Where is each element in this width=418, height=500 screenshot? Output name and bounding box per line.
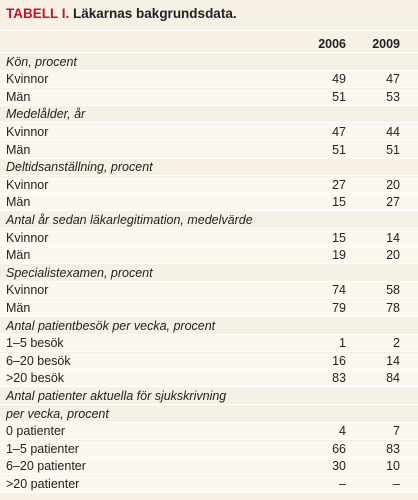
row-label: Män (6, 301, 31, 315)
data-row: 0 patienter 4 7 (0, 423, 418, 441)
cell-value: 83 (386, 441, 400, 456)
cell-value: 51 (332, 142, 346, 157)
cell-value: 66 (332, 441, 346, 456)
data-row: Män 79 78 (0, 300, 418, 317)
row-label: 1–5 patienter (6, 441, 79, 456)
cell-value: – (393, 477, 400, 491)
section-header: Antal patienter aktuella för sjukskrivni… (6, 389, 227, 403)
cell-value: 2 (393, 336, 400, 351)
data-row: Kvinnor 49 47 (0, 71, 418, 89)
row-label: Kvinnor (6, 72, 49, 87)
section-header-row: Antal patientbesök per vecka, procent (0, 318, 418, 335)
cell-value: 44 (386, 125, 400, 139)
column-header: 2009 (372, 37, 400, 51)
section-header: Kön, procent (6, 54, 77, 69)
row-label: Kvinnor (6, 230, 49, 245)
row-label: Män (6, 142, 31, 157)
row-label: >20 besök (6, 371, 65, 386)
row-label: 1–5 besök (6, 336, 64, 351)
cell-value: 7 (393, 424, 400, 439)
data-row: Män 19 20 (0, 247, 418, 265)
section-header-row: Kön, procent (0, 54, 418, 71)
cell-value: 78 (386, 301, 400, 315)
section-header: Specialistexamen, procent (6, 265, 153, 280)
section-header: Antal patientbesök per vecka, procent (6, 318, 216, 333)
cell-value: 47 (332, 125, 346, 139)
cell-value: 10 (386, 459, 400, 474)
cell-value: 4 (339, 424, 346, 439)
cell-value: 58 (386, 283, 400, 298)
data-row: Kvinnor 27 20 (0, 176, 418, 194)
row-label: Kvinnor (6, 177, 49, 192)
cell-value: 27 (386, 195, 400, 210)
section-header-row: Deltidsanställning, procent (0, 159, 418, 177)
cell-value: 51 (332, 89, 346, 104)
section-header: Medelålder, år (6, 107, 86, 122)
data-row: Män 51 51 (0, 141, 418, 159)
data-row: Kvinnor 47 44 (0, 124, 418, 141)
cell-value: 74 (332, 283, 346, 298)
row-label: 6–20 patienter (6, 459, 86, 474)
section-header-row: Specialistexamen, procent (0, 265, 418, 282)
cell-value: 14 (386, 353, 400, 368)
row-label: Kvinnor (6, 125, 49, 139)
cell-value: 30 (332, 459, 346, 474)
data-row: 6–20 patienter 30 10 (0, 458, 418, 476)
cell-value: 47 (386, 72, 400, 87)
section-header-row: Medelålder, år (0, 106, 418, 124)
title-text: Läkarnas bakgrundsdata. (73, 6, 237, 21)
cell-value: 20 (386, 248, 400, 263)
row-label: 6–20 besök (6, 353, 71, 368)
cell-value: 15 (332, 195, 346, 210)
data-row: Män 51 53 (0, 88, 418, 106)
cell-value: 1 (339, 336, 346, 351)
section-header-row: Antal år sedan läkarlegitimation, medelv… (0, 212, 418, 229)
data-row: Kvinnor 74 58 (0, 282, 418, 300)
cell-value: 51 (386, 142, 400, 157)
rule (0, 30, 418, 31)
data-row: 6–20 besök 16 14 (0, 352, 418, 370)
section-header: per vecka, procent (6, 406, 109, 421)
cell-value: 19 (332, 248, 346, 263)
row-label: Män (6, 195, 31, 210)
column-header-row: 2006 2009 (0, 36, 418, 53)
cell-value: 53 (386, 89, 400, 104)
cell-value: 79 (332, 301, 346, 315)
cell-value: – (339, 477, 346, 491)
row-label: Män (6, 248, 31, 263)
data-row: >20 patienter – – (0, 476, 418, 493)
cell-value: 16 (332, 353, 346, 368)
data-row: 1–5 patienter 66 83 (0, 440, 418, 458)
cell-value: 15 (332, 230, 346, 245)
data-row: 1–5 besök 1 2 (0, 335, 418, 353)
cell-value: 27 (332, 177, 346, 192)
cell-value: 83 (332, 371, 346, 386)
section-header: Deltidsanställning, procent (6, 160, 153, 175)
cell-value: 14 (386, 230, 400, 245)
row-label: Kvinnor (6, 283, 49, 298)
row-label: >20 patienter (6, 477, 80, 491)
row-label: Män (6, 89, 31, 104)
data-row: Kvinnor 15 14 (0, 229, 418, 247)
data-row: Män 15 27 (0, 194, 418, 212)
section-header-row: per vecka, procent (0, 406, 418, 423)
cell-value: 49 (332, 72, 346, 87)
section-header-row: Antal patienter aktuella för sjukskrivni… (0, 388, 418, 405)
column-header: 2006 (318, 37, 346, 51)
row-label: 0 patienter (6, 424, 66, 439)
table-label: TABELL I. (6, 6, 70, 21)
table-title: TABELL I. Läkarnas bakgrundsdata. (6, 6, 237, 21)
cell-value: 84 (386, 371, 400, 386)
data-row: >20 besök 83 84 (0, 370, 418, 388)
cell-value: 20 (386, 177, 400, 192)
section-header: Antal år sedan läkarlegitimation, medelv… (6, 213, 253, 227)
